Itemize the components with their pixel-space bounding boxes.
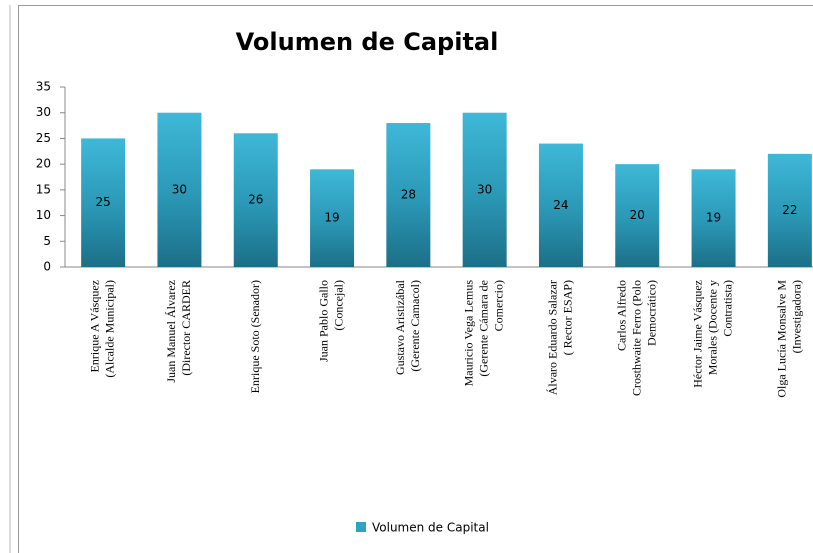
data-label: 28: [401, 188, 416, 202]
data-label: 19: [324, 211, 339, 225]
x-tick-label: Olga Lucía Monsalve M(Investigadora): [774, 280, 803, 398]
y-tick-label: 15: [36, 182, 51, 196]
bar: [386, 123, 431, 267]
data-label: 20: [630, 208, 645, 222]
x-tick-label: Gustavo Aristizábal(Gerente Camacol): [393, 279, 422, 375]
chart-frame: [18, 5, 813, 553]
data-label: 25: [96, 195, 111, 209]
bar: [233, 133, 278, 267]
x-tick-label: Juan Manuel Álvarez(Director CARDER: [164, 280, 193, 383]
y-tick-label: 5: [43, 234, 51, 248]
legend-label: Volumen de Capital: [372, 521, 489, 535]
bar: [538, 143, 583, 267]
x-tick-label: Enrique A Vásquez(Alcalde Municipal): [87, 280, 116, 378]
legend-swatch: [356, 522, 366, 532]
x-tick-label: Héctor Jaime VásquezMorales (Docente yCo…: [690, 280, 734, 388]
bar: [157, 112, 202, 267]
x-tick-label: Juan Pablo Gallo(Concejal): [316, 280, 345, 362]
y-tick-label: 35: [36, 80, 51, 94]
bar: [767, 153, 812, 267]
data-label: 24: [553, 198, 568, 212]
data-label: 30: [477, 182, 492, 196]
x-tick-label: Carlos AlfredoCrosthwaite Ferro (PoloDem…: [614, 280, 658, 396]
bar: [691, 169, 736, 267]
bar: [462, 112, 507, 267]
chart-title: Volumen de Capital: [236, 28, 499, 56]
data-label: 19: [706, 211, 721, 225]
x-tick-label: Mauricio Vega Lemus(Gerente Cámara deCom…: [461, 280, 505, 387]
bar: [310, 169, 355, 267]
y-tick-label: 25: [36, 131, 51, 145]
data-label: 22: [782, 203, 797, 217]
data-label: 30: [172, 182, 187, 196]
x-tick-label: Álvaro Eduardo Salazar( Rector ESAP): [545, 280, 574, 395]
y-tick-label: 30: [36, 105, 51, 119]
bar: [615, 164, 660, 267]
bar: [81, 138, 126, 267]
y-tick-label: 10: [36, 208, 51, 222]
y-tick-label: 0: [43, 260, 51, 274]
data-label: 26: [248, 193, 263, 207]
y-tick-label: 20: [36, 157, 51, 171]
x-tick-label: Enrique Soto (Senador): [248, 280, 262, 393]
